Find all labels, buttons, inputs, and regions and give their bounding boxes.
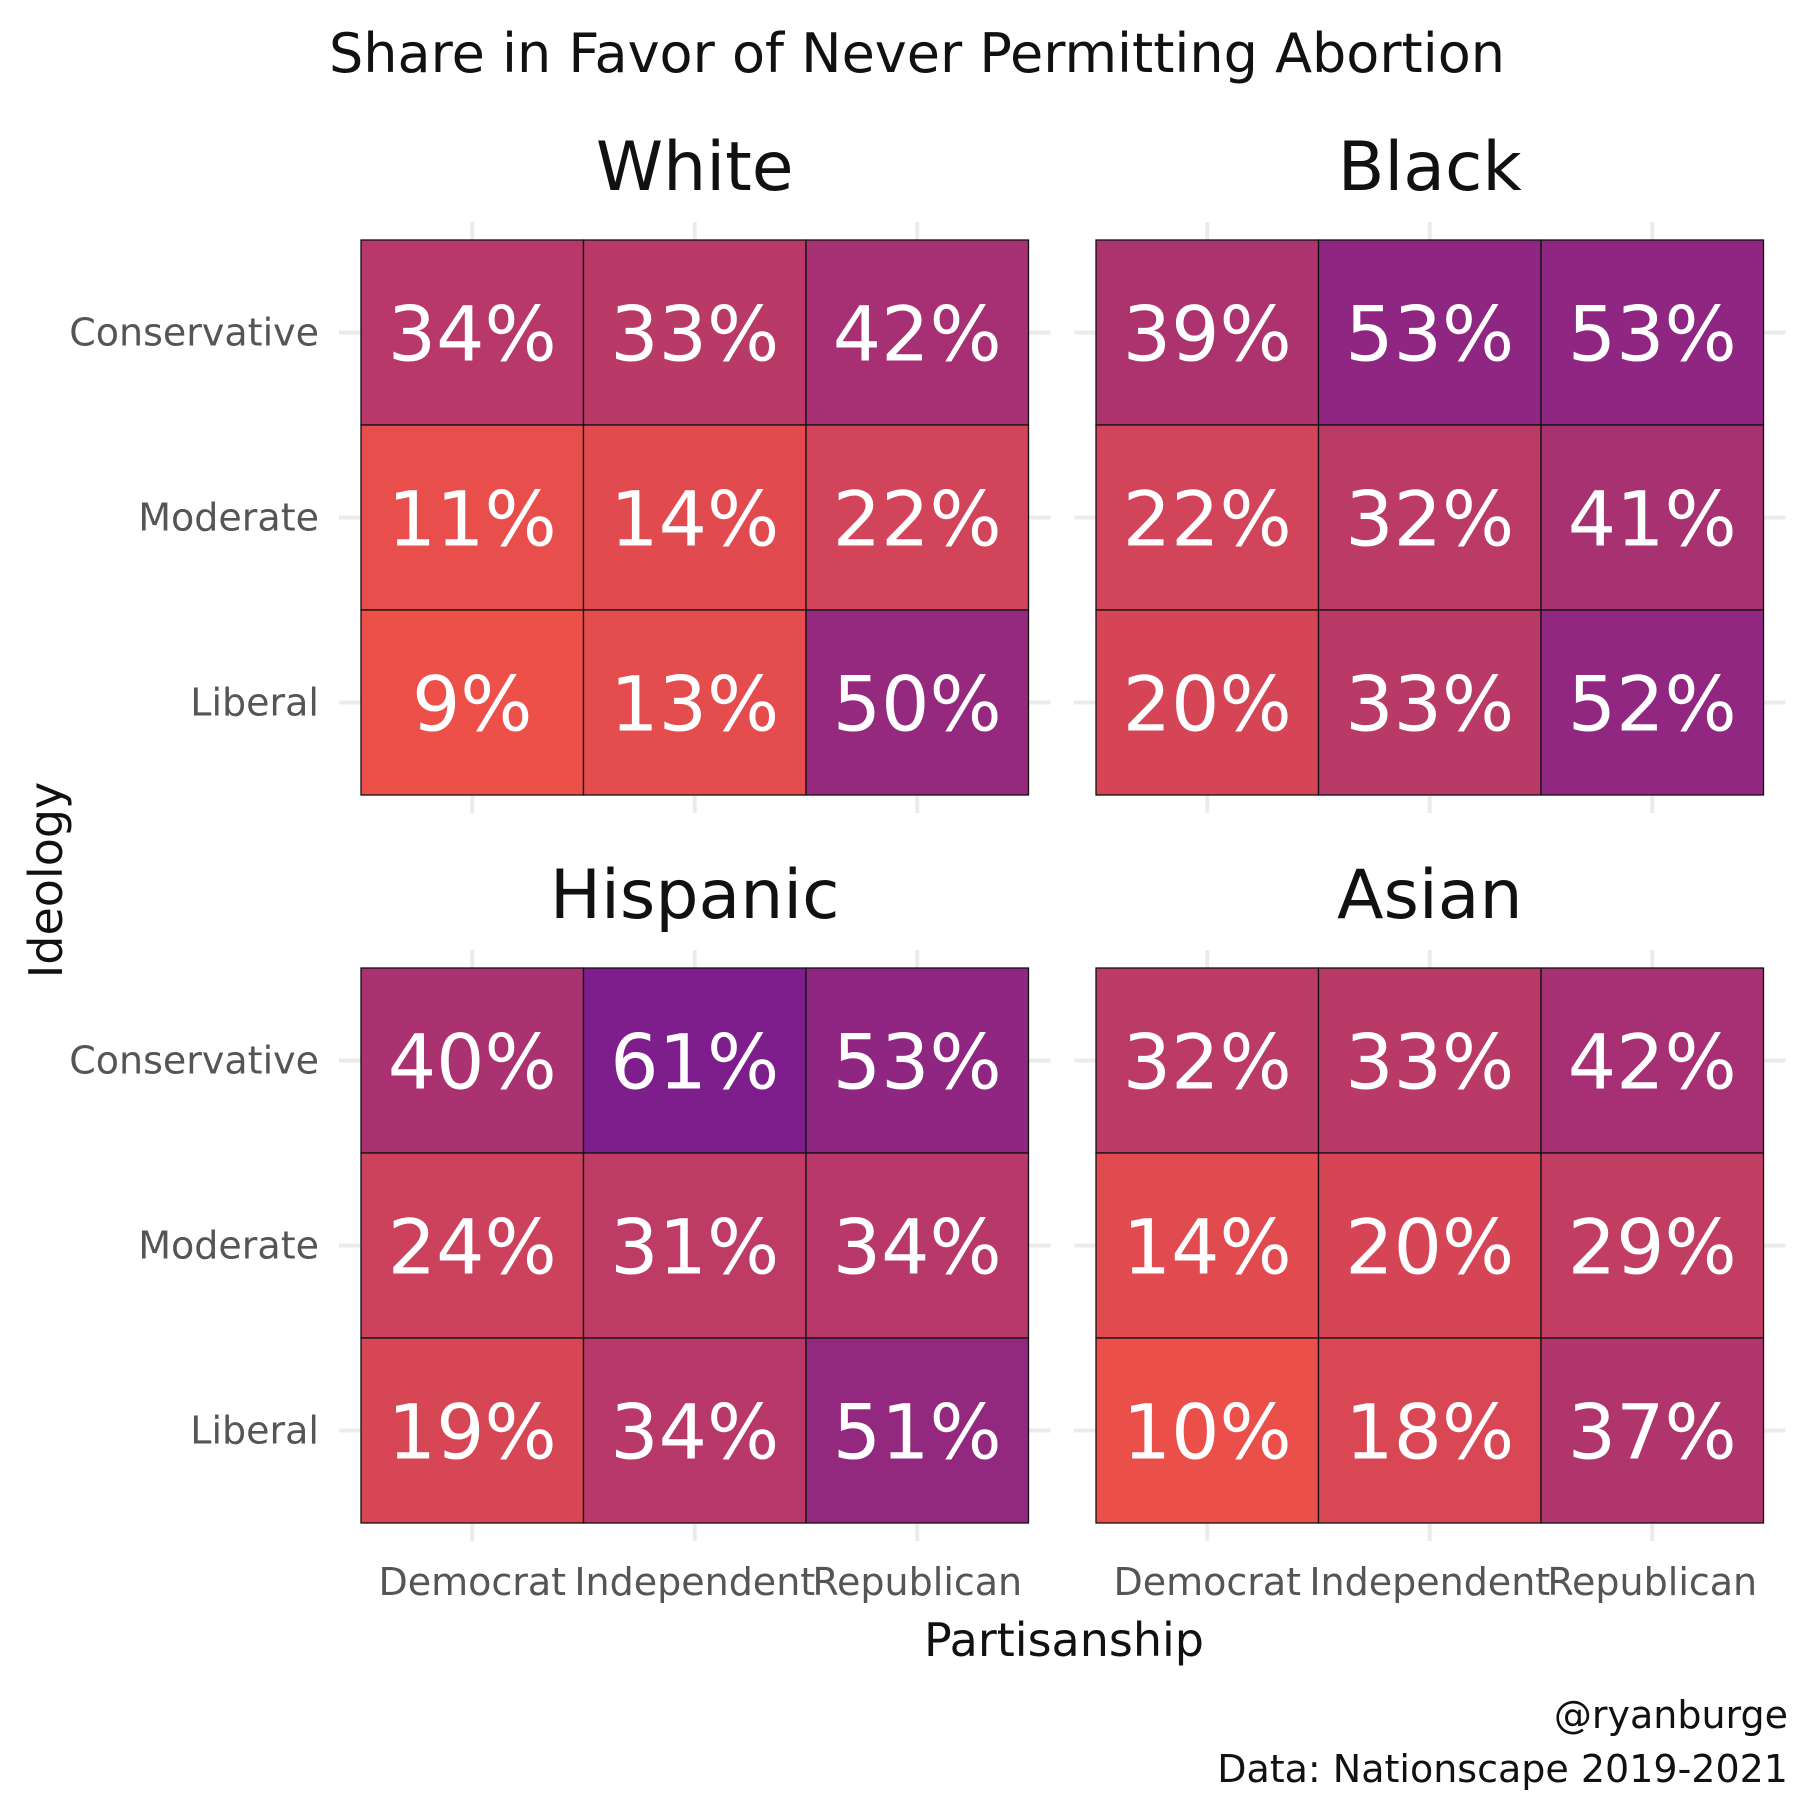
facet-panels: White 34% 33% 42% 11% 14% 22% 9% 13% 50% Conservat… [69,128,1786,1604]
heatmap-cell [805,239,1030,426]
cell-value-label: 34% [833,1203,1002,1292]
heatmap-cell [805,1337,1030,1524]
heatmap-cell [1317,967,1542,1154]
heatmap-cell [582,424,807,611]
heatmap-cell [1317,239,1542,426]
cell-value-label: 53% [1568,290,1737,379]
heatmap-cell [1317,424,1542,611]
cell-value-label: 10% [1123,1388,1292,1477]
cell-value-label: 11% [388,475,557,564]
cell-value-label: 61% [610,1018,779,1107]
chart-title: Share in Favor of Never Permitting Abort… [329,22,1505,85]
facet-title-asian: Asian [1337,856,1523,935]
heatmap-cell [360,424,585,611]
x-tick-independent: Independent [1309,1560,1550,1604]
facet-title-hispanic: Hispanic [550,856,840,935]
x-tick-democrat: Democrat [378,1560,566,1604]
heatmap-cell [1095,1337,1320,1524]
heatmap-cell [582,609,807,796]
heatmap-cell [360,609,585,796]
heatmap-cell [1317,1337,1542,1524]
cell-value-label: 14% [610,475,779,564]
heatmap-cell [1317,609,1542,796]
y-tick-moderate: Moderate [138,496,319,540]
y-tick-liberal: Liberal [190,1409,319,1453]
cell-value-label: 32% [1345,475,1514,564]
y-axis-title: Ideology [19,782,73,979]
heatmap-cell [582,1337,807,1524]
facet-hispanic: Hispanic 40% 61% 53% 24% 31% 34% 19% 34% 51% Conse… [69,856,1051,1604]
heatmap-cell [1095,609,1320,796]
cell-value-label: 53% [833,1018,1002,1107]
cell-value-label: 50% [833,660,1002,749]
heatmap-cell [360,1337,585,1524]
cell-value-label: 24% [388,1203,557,1292]
y-tick-moderate: Moderate [138,1224,319,1268]
heatmap-cell [360,967,585,1154]
x-tick-democrat: Democrat [1113,1560,1301,1604]
x-tick-republican: Republican [812,1560,1022,1604]
cell-value-label: 37% [1568,1388,1737,1477]
cell-value-label: 53% [1345,290,1514,379]
heatmap-cell [1540,967,1765,1154]
facet-title-black: Black [1338,128,1523,207]
facet-white: White 34% 33% 42% 11% 14% 22% 9% 13% 50% Conservat… [69,128,1051,813]
cell-value-label: 41% [1568,475,1737,564]
facet-black: Black 39% 53% 53% 22% 32% 41% 20% 33% 52% [1074,128,1786,813]
cell-value-label: 22% [1123,475,1292,564]
heatmap-cell [1540,609,1765,796]
cell-value-label: 31% [610,1203,779,1292]
cell-value-label: 34% [388,290,557,379]
caption-source: Data: Nationscape 2019-2021 [1217,1747,1788,1791]
heatmap-cell [1540,1337,1765,1524]
y-tick-conservative: Conservative [69,1039,319,1083]
heatmap-cell [1095,967,1320,1154]
cell-value-label: 52% [1568,660,1737,749]
heatmap-cell [1540,1152,1765,1339]
cell-value-label: 34% [610,1388,779,1477]
heatmap-cell [1095,424,1320,611]
y-tick-conservative: Conservative [69,311,319,355]
heatmap-cell [1540,424,1765,611]
heatmap-cell [805,967,1030,1154]
heatmap-cell [1095,1152,1320,1339]
cell-value-label: 33% [1345,660,1514,749]
heatmap-cell [582,1152,807,1339]
heatmap-cell [805,424,1030,611]
cell-value-label: 22% [833,475,1002,564]
heatmap-cell [1095,239,1320,426]
heatmap-cell [1540,239,1765,426]
x-tick-republican: Republican [1547,1560,1757,1604]
cell-value-label: 20% [1345,1203,1514,1292]
cell-value-label: 18% [1345,1388,1514,1477]
cell-value-label: 33% [1345,1018,1514,1107]
heatmap-cell [582,967,807,1154]
y-tick-liberal: Liberal [190,681,319,725]
cell-value-label: 13% [610,660,779,749]
cell-value-label: 32% [1123,1018,1292,1107]
cell-value-label: 9% [412,660,533,749]
cell-value-label: 33% [610,290,779,379]
heatmap-cell [805,609,1030,796]
heatmap-cell [360,1152,585,1339]
heatmap-cell [1317,1152,1542,1339]
facet-title-white: White [596,128,794,207]
x-tick-independent: Independent [574,1560,815,1604]
cell-value-label: 29% [1568,1203,1737,1292]
x-axis-title: Partisanship [924,1613,1204,1667]
cell-value-label: 14% [1123,1203,1292,1292]
cell-value-label: 42% [1568,1018,1737,1107]
cell-value-label: 51% [833,1388,1002,1477]
facet-asian: Asian 32% 33% 42% 14% 20% 29% 10% 18% 37% Democrat… [1074,856,1786,1604]
caption-handle: @ryanburge [1554,1693,1788,1737]
cell-value-label: 40% [388,1018,557,1107]
cell-value-label: 39% [1123,290,1292,379]
heatmap-cell [805,1152,1030,1339]
cell-value-label: 42% [833,290,1002,379]
cell-value-label: 19% [388,1388,557,1477]
cell-value-label: 20% [1123,660,1292,749]
